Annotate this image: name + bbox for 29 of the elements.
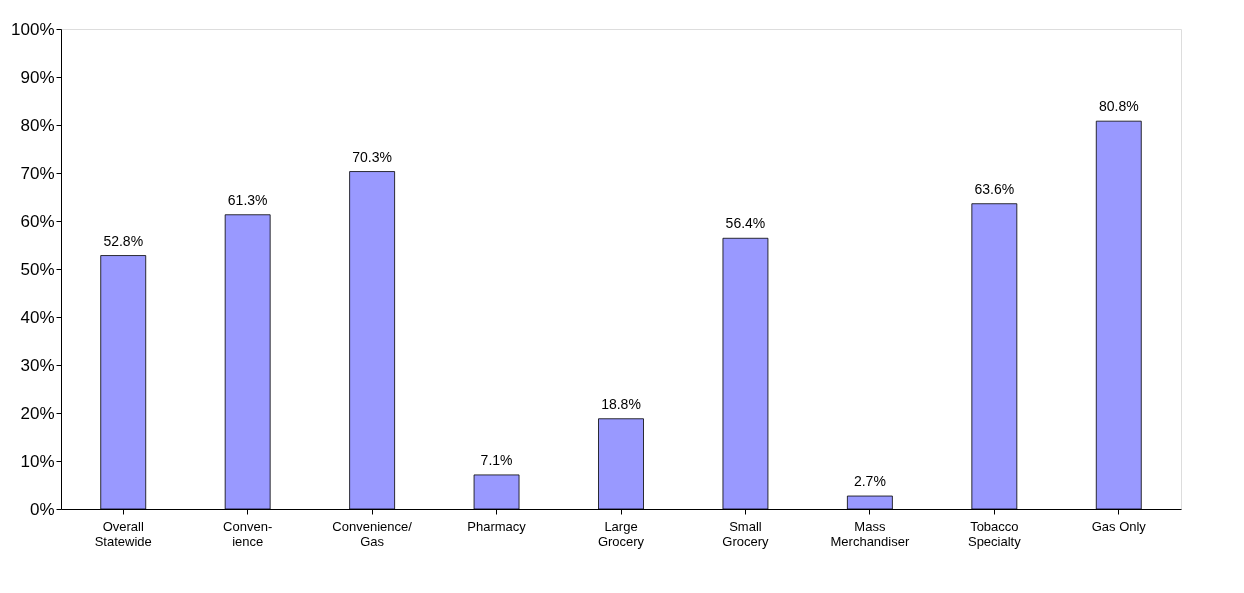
- data-label: 80.8%: [1098, 98, 1139, 115]
- data-label: 52.8%: [103, 232, 144, 249]
- y-tick-label: 60%: [20, 211, 55, 231]
- y-tick-label: 90%: [20, 67, 55, 87]
- y-tick-label: 30%: [20, 355, 55, 375]
- y-tick-label: 80%: [20, 115, 55, 135]
- x-tick-label: Convenience/ Gas: [332, 518, 413, 549]
- data-label: 61.3%: [227, 191, 268, 208]
- data-label: 56.4%: [725, 215, 766, 232]
- y-tick-label: 10%: [20, 451, 55, 471]
- x-tick-label: Gas Only: [1091, 518, 1147, 534]
- x-tick-label: Pharmacy: [467, 518, 527, 534]
- x-tick-label: Large Grocery: [597, 518, 645, 549]
- y-tick-label: 40%: [20, 307, 55, 327]
- x-tick-label: Small Grocery: [722, 518, 770, 549]
- data-label: 7.1%: [480, 451, 513, 468]
- x-tick-label: Tobacco Specialty: [967, 518, 1022, 549]
- data-label: 18.8%: [601, 395, 641, 412]
- y-tick-label: 100%: [11, 19, 55, 39]
- x-tick-label: Conven- ience: [223, 518, 273, 549]
- x-tick-label: Overall Statewide: [94, 518, 152, 549]
- y-tick-label: 0%: [29, 499, 55, 519]
- data-label: 2.7%: [853, 473, 886, 490]
- y-tick-label: 20%: [20, 403, 55, 423]
- data-label: 63.6%: [974, 180, 1015, 197]
- data-label: 70.3%: [352, 148, 392, 165]
- x-tick-label: Mass Merchandiser: [830, 518, 910, 549]
- y-tick-label: 70%: [20, 163, 55, 183]
- y-tick-label: 50%: [20, 259, 55, 279]
